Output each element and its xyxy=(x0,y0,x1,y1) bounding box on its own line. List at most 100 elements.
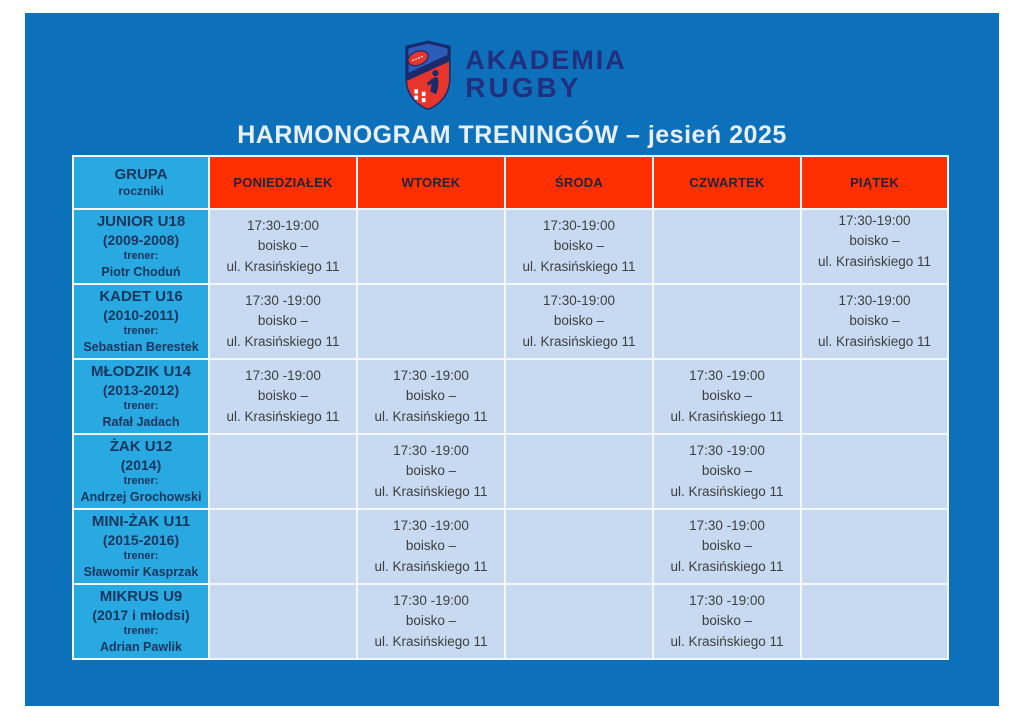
day-header-tuesday: WTOREK xyxy=(356,155,506,210)
address-text: ul. Krasińskiego 11 xyxy=(817,333,932,349)
time-text: 17:30 -19:00 xyxy=(689,443,765,459)
group-cell: KADET U16 (2010-2011) trener: Sebastian … xyxy=(72,283,210,360)
venue-text: boisko – xyxy=(405,463,457,479)
group-cell: JUNIOR U18 (2009-2008) trener: Piotr Cho… xyxy=(72,208,210,285)
time-text: 17:30 -19:00 xyxy=(689,368,765,384)
schedule-cell: 17:30 -19:00 boisko – ul. Krasińskiego 1… xyxy=(356,583,506,660)
day-header-monday: PONIEDZIAŁEK xyxy=(208,155,358,210)
group-name: MIKRUS U9 xyxy=(99,588,183,606)
venue-text: boisko – xyxy=(849,313,900,329)
page-background: AKADEMIA RUGBY HARMONOGRAM TRENINGÓW – j… xyxy=(25,13,999,706)
schedule-cell: 17:30 -19:00 boisko – ul. Krasińskiego 1… xyxy=(652,358,802,435)
schedule-cell: 17:30-19:00 boisko – ul. Krasińskiego 11 xyxy=(504,208,654,285)
group-cell: MŁODZIK U14 (2013-2012) trener: Rafał Ja… xyxy=(72,358,210,435)
time-text: 17:30 -19:00 xyxy=(689,593,765,609)
coach-label: trener: xyxy=(123,475,159,488)
time-text: 17:30-19:00 xyxy=(542,293,616,309)
venue-text: boisko – xyxy=(405,538,457,554)
coach-label: trener: xyxy=(123,400,159,413)
schedule-cell xyxy=(652,208,802,285)
group-cell: MIKRUS U9 (2017 i młodsi) trener: Adrian… xyxy=(72,583,210,660)
group-header-sublabel: roczniki xyxy=(118,184,164,199)
group-cell: MINI-ŻAK U11 (2015-2016) trener: Sławomi… xyxy=(72,508,210,585)
group-cell: ŻAK U12 (2014) trener: Andrzej Grochowsk… xyxy=(72,433,210,510)
address-text: ul. Krasińskiego 11 xyxy=(374,558,488,574)
schedule-cell xyxy=(356,283,506,360)
schedule-cell xyxy=(208,583,358,660)
group-years: (2015-2016) xyxy=(102,531,180,548)
schedule-cell: 17:30-19:00 boisko – ul. Krasińskiego 11 xyxy=(504,283,654,360)
schedule-cell xyxy=(356,208,506,285)
schedule-cell xyxy=(800,433,949,510)
coach-name: Sebastian Berestek xyxy=(83,339,199,354)
coach-label: trener: xyxy=(123,625,159,638)
address-text: ul. Krasińskiego 11 xyxy=(670,633,784,649)
group-years: (2009-2008) xyxy=(102,231,180,248)
venue-text: boisko – xyxy=(701,463,753,479)
logo-block: AKADEMIA RUGBY xyxy=(25,37,999,113)
day-header-friday: PIĄTEK xyxy=(800,155,949,210)
schedule-cell xyxy=(504,358,654,435)
time-text: 17:30 -19:00 xyxy=(245,368,321,384)
group-years: (2010-2011) xyxy=(103,306,179,323)
table-row-zak-u12: ŻAK U12 (2014) trener: Andrzej Grochowsk… xyxy=(72,433,949,510)
venue-text: boisko – xyxy=(553,313,605,329)
venue-text: boisko – xyxy=(257,238,309,254)
coach-name: Adrian Pawlik xyxy=(100,639,182,654)
address-text: ul. Krasińskiego 11 xyxy=(817,253,932,269)
address-text: ul. Krasińskiego 11 xyxy=(670,558,784,574)
venue-text: boisko – xyxy=(553,238,605,254)
schedule-cell xyxy=(504,508,654,585)
time-text: 17:30 -19:00 xyxy=(393,593,469,609)
table-row-mlodzik-u14: MŁODZIK U14 (2013-2012) trener: Rafał Ja… xyxy=(72,358,949,435)
venue-text: boisko – xyxy=(701,388,753,404)
address-text: ul. Krasińskiego 11 xyxy=(522,333,636,349)
group-name: JUNIOR U18 xyxy=(96,213,186,231)
group-years: (2014) xyxy=(120,456,162,473)
schedule-cell: 17:30-19:00 boisko – ul. Krasińskiego 11 xyxy=(208,208,358,285)
time-text: 17:30-19:00 xyxy=(838,213,911,228)
time-text: 17:30 -19:00 xyxy=(393,368,469,384)
table-row-mikrus-u9: MIKRUS U9 (2017 i młodsi) trener: Adrian… xyxy=(72,583,949,660)
venue-text: boisko – xyxy=(257,388,309,404)
schedule-cell: 17:30 -19:00 boisko – ul. Krasińskiego 1… xyxy=(208,358,358,435)
schedule-cell: 17:30 -19:00 boisko – ul. Krasińskiego 1… xyxy=(356,358,506,435)
schedule-cell: 17:30 -19:00 boisko – ul. Krasińskiego 1… xyxy=(652,583,802,660)
schedule-cell xyxy=(652,283,802,360)
venue-text: boisko – xyxy=(257,313,309,329)
address-text: ul. Krasińskiego 11 xyxy=(374,633,488,649)
schedule-cell: 17:30 -19:00 boisko – ul. Krasińskiego 1… xyxy=(208,283,358,360)
schedule-cell xyxy=(504,583,654,660)
group-header-label: GRUPA xyxy=(114,166,168,184)
group-name: MŁODZIK U14 xyxy=(90,363,191,381)
day-header-thursday: CZWARTEK xyxy=(652,155,802,210)
logo-text-akademia: AKADEMIA xyxy=(465,44,627,75)
time-text: 17:30 -19:00 xyxy=(393,518,469,534)
schedule-cell xyxy=(800,583,949,660)
coach-label: trener: xyxy=(123,550,159,563)
address-text: ul. Krasińskiego 11 xyxy=(226,333,340,349)
logo-wordmark: AKADEMIA RUGBY xyxy=(465,44,627,104)
coach-name: Sławomir Kasprzak xyxy=(83,564,199,579)
time-text: 17:30-19:00 xyxy=(542,218,616,234)
venue-text: boisko – xyxy=(849,233,900,249)
schedule-cell xyxy=(208,433,358,510)
venue-text: boisko – xyxy=(405,613,457,629)
address-text: ul. Krasińskiego 11 xyxy=(374,408,488,424)
group-name: ŻAK U12 xyxy=(109,438,173,456)
venue-text: boisko – xyxy=(701,538,753,554)
coach-name: Rafał Jadach xyxy=(102,414,180,429)
time-text: 17:30 -19:00 xyxy=(689,518,765,534)
coach-label: trener: xyxy=(123,325,159,338)
table-row-mini-zak-u11: MINI-ŻAK U11 (2015-2016) trener: Sławomi… xyxy=(72,508,949,585)
time-text: 17:30 -19:00 xyxy=(245,293,321,309)
header-row: GRUPA roczniki PONIEDZIAŁEK WTOREK ŚRODA… xyxy=(72,155,949,210)
venue-text: boisko – xyxy=(701,613,753,629)
address-text: ul. Krasińskiego 11 xyxy=(226,408,340,424)
schedule-cell: 17:30-19:00 boisko – ul. Krasińskiego 11 xyxy=(800,208,949,285)
address-text: ul. Krasińskiego 11 xyxy=(670,483,784,499)
address-text: ul. Krasińskiego 11 xyxy=(374,483,488,499)
day-header-wednesday: ŚRODA xyxy=(504,155,654,210)
logo-text-rugby: RUGBY xyxy=(465,72,582,104)
group-years: (2017 i młodsi) xyxy=(92,606,190,623)
